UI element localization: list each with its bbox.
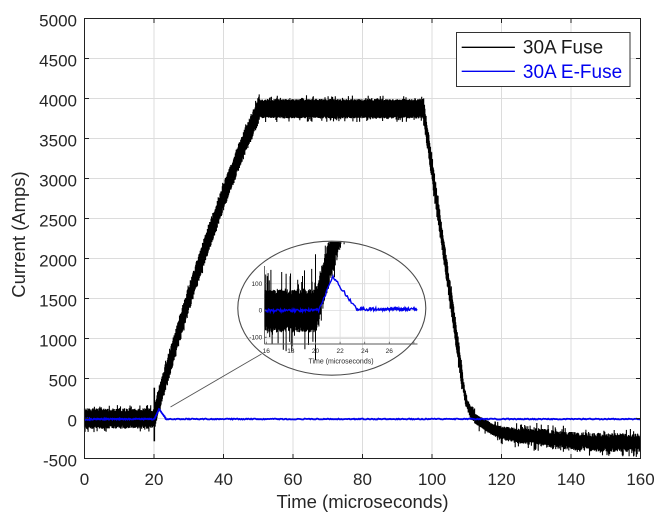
svg-text:18: 18	[287, 348, 295, 355]
svg-text:3000: 3000	[39, 172, 77, 191]
svg-text:120: 120	[487, 470, 515, 489]
svg-text:100: 100	[251, 281, 262, 288]
svg-text:80: 80	[353, 470, 372, 489]
svg-text:0: 0	[68, 412, 77, 431]
svg-text:24: 24	[361, 348, 369, 355]
svg-text:160: 160	[626, 470, 654, 489]
svg-text:1000: 1000	[39, 332, 77, 351]
svg-text:-100: -100	[249, 335, 262, 342]
svg-text:22: 22	[336, 348, 344, 355]
svg-text:0: 0	[259, 308, 263, 315]
svg-text:26: 26	[386, 348, 394, 355]
svg-text:Current (Amps): Current (Amps)	[8, 171, 29, 297]
svg-text:100: 100	[418, 470, 446, 489]
svg-text:3500: 3500	[39, 132, 77, 151]
svg-text:4500: 4500	[39, 52, 77, 71]
svg-text:Time (microseconds): Time (microseconds)	[276, 491, 448, 512]
svg-text:Time (microseconds): Time (microseconds)	[308, 358, 373, 365]
svg-text:30A E-Fuse: 30A E-Fuse	[523, 62, 622, 83]
svg-text:16: 16	[263, 348, 271, 355]
svg-text:0: 0	[80, 470, 89, 489]
svg-text:60: 60	[284, 470, 303, 489]
svg-text:2000: 2000	[39, 252, 77, 271]
svg-text:5000: 5000	[39, 12, 77, 31]
svg-text:1500: 1500	[39, 292, 77, 311]
svg-text:140: 140	[557, 470, 585, 489]
svg-text:20: 20	[312, 348, 320, 355]
svg-text:500: 500	[49, 372, 77, 391]
svg-text:30A Fuse: 30A Fuse	[523, 38, 603, 59]
svg-text:2500: 2500	[39, 212, 77, 231]
svg-text:4000: 4000	[39, 92, 77, 111]
svg-text:40: 40	[214, 470, 233, 489]
svg-text:20: 20	[145, 470, 164, 489]
svg-text:-500: -500	[43, 452, 77, 471]
